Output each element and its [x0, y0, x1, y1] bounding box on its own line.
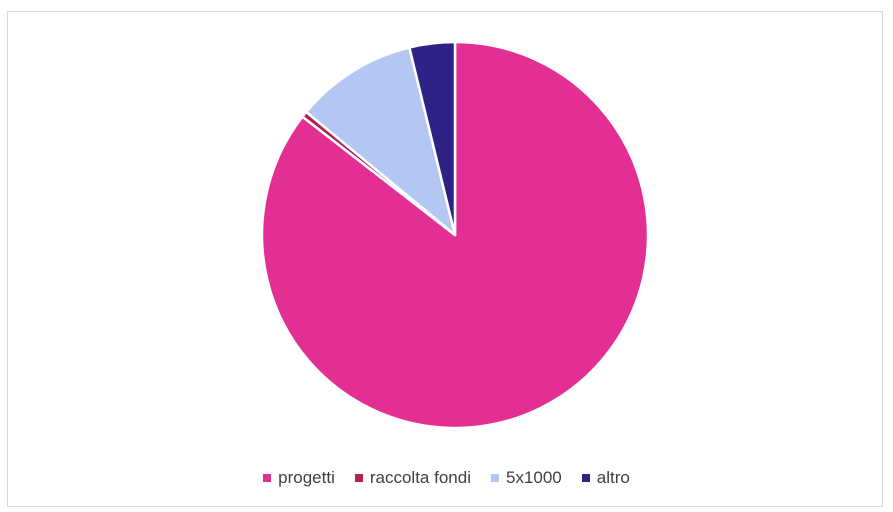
- pie-slice-altro: [408, 40, 457, 237]
- legend-swatch: [354, 474, 363, 482]
- legend-item-altro: altro: [581, 468, 630, 488]
- pie-slice-5x1000: [305, 46, 457, 237]
- legend-label: 5x1000: [505, 468, 562, 487]
- pie-slices: [260, 40, 650, 430]
- legend-item-5x1000: 5x1000: [490, 468, 562, 488]
- legend-item-raccolta-fondi: raccolta fondi: [354, 468, 471, 488]
- legend-label: progetti: [278, 468, 335, 487]
- legend-label: altro: [596, 468, 630, 487]
- chart-legend: progetti raccolta fondi 5x1000 altro: [0, 468, 893, 488]
- legend-item-progetti: progetti: [263, 468, 335, 488]
- pie-slice-progetti: [260, 40, 650, 430]
- legend-swatch: [581, 474, 590, 482]
- legend-swatch: [263, 474, 272, 482]
- legend-label: raccolta fondi: [369, 468, 471, 487]
- legend-swatch: [490, 474, 499, 482]
